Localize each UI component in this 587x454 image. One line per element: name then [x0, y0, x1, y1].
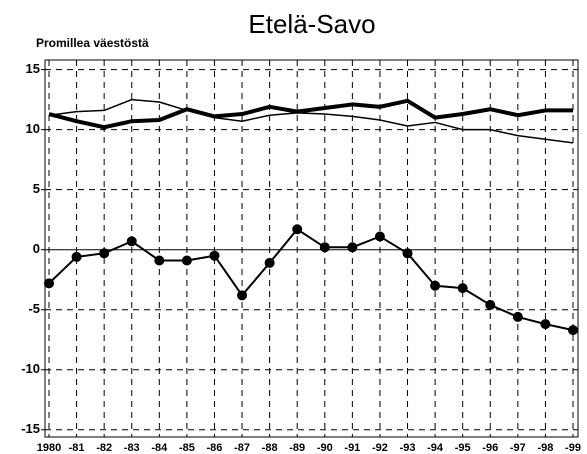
x-tick-label: -85 — [179, 442, 195, 454]
y-tick-label: 0 — [33, 241, 40, 256]
point-marker — [347, 242, 358, 253]
series-line — [48, 228, 574, 332]
y-tick-label: -15 — [21, 421, 40, 436]
y-tick-label: -5 — [28, 301, 40, 316]
x-tick-label: -88 — [262, 442, 278, 454]
x-tick-label: -81 — [69, 442, 85, 454]
point-marker — [319, 242, 330, 253]
point-marker — [44, 278, 54, 289]
point-marker — [402, 248, 413, 259]
point-marker — [457, 283, 468, 294]
x-tick-label: -82 — [96, 442, 112, 454]
x-tick-label: -91 — [344, 442, 360, 454]
x-tick-label: -84 — [151, 442, 168, 454]
x-tick-label: -92 — [372, 442, 388, 454]
point-marker — [181, 255, 192, 266]
point-marker — [264, 257, 275, 268]
y-tick-label: 15 — [26, 61, 40, 76]
x-tick-label: -89 — [289, 442, 305, 454]
x-tick-label: -95 — [455, 442, 471, 454]
x-tick-label: 1980 — [37, 442, 61, 454]
point-marker — [430, 280, 441, 291]
chart-title: Etelä-Savo — [248, 9, 375, 39]
x-tick-label: -93 — [400, 442, 416, 454]
point-marker — [512, 311, 523, 322]
point-marker — [71, 251, 82, 262]
point-marker — [209, 250, 220, 261]
x-tick-label: -87 — [234, 442, 250, 454]
x-tick-label: -99 — [565, 442, 581, 454]
x-tick-label: -94 — [427, 442, 444, 454]
y-tick-label: -10 — [21, 361, 40, 376]
x-tick-label: -86 — [207, 442, 223, 454]
point-marker — [154, 255, 165, 266]
point-marker — [540, 319, 551, 330]
point-marker — [568, 325, 578, 336]
series-line — [48, 98, 573, 130]
x-tick-label: -96 — [482, 442, 498, 454]
point-marker — [99, 248, 110, 259]
series-line — [48, 98, 574, 144]
y-tick-label: 10 — [26, 121, 40, 136]
x-tick-label: -97 — [510, 442, 526, 454]
x-tick-label: -98 — [537, 442, 553, 454]
y-tick-label: 5 — [33, 181, 40, 196]
point-marker — [374, 231, 385, 242]
point-marker — [237, 290, 248, 301]
plot-frame — [44, 59, 579, 438]
y-axis-label: Promillea väestöstä — [36, 36, 149, 50]
point-marker — [126, 236, 137, 247]
x-tick-label: -90 — [317, 442, 333, 454]
point-marker — [485, 299, 496, 310]
x-tick-label: -83 — [124, 442, 140, 454]
point-marker — [292, 224, 303, 235]
